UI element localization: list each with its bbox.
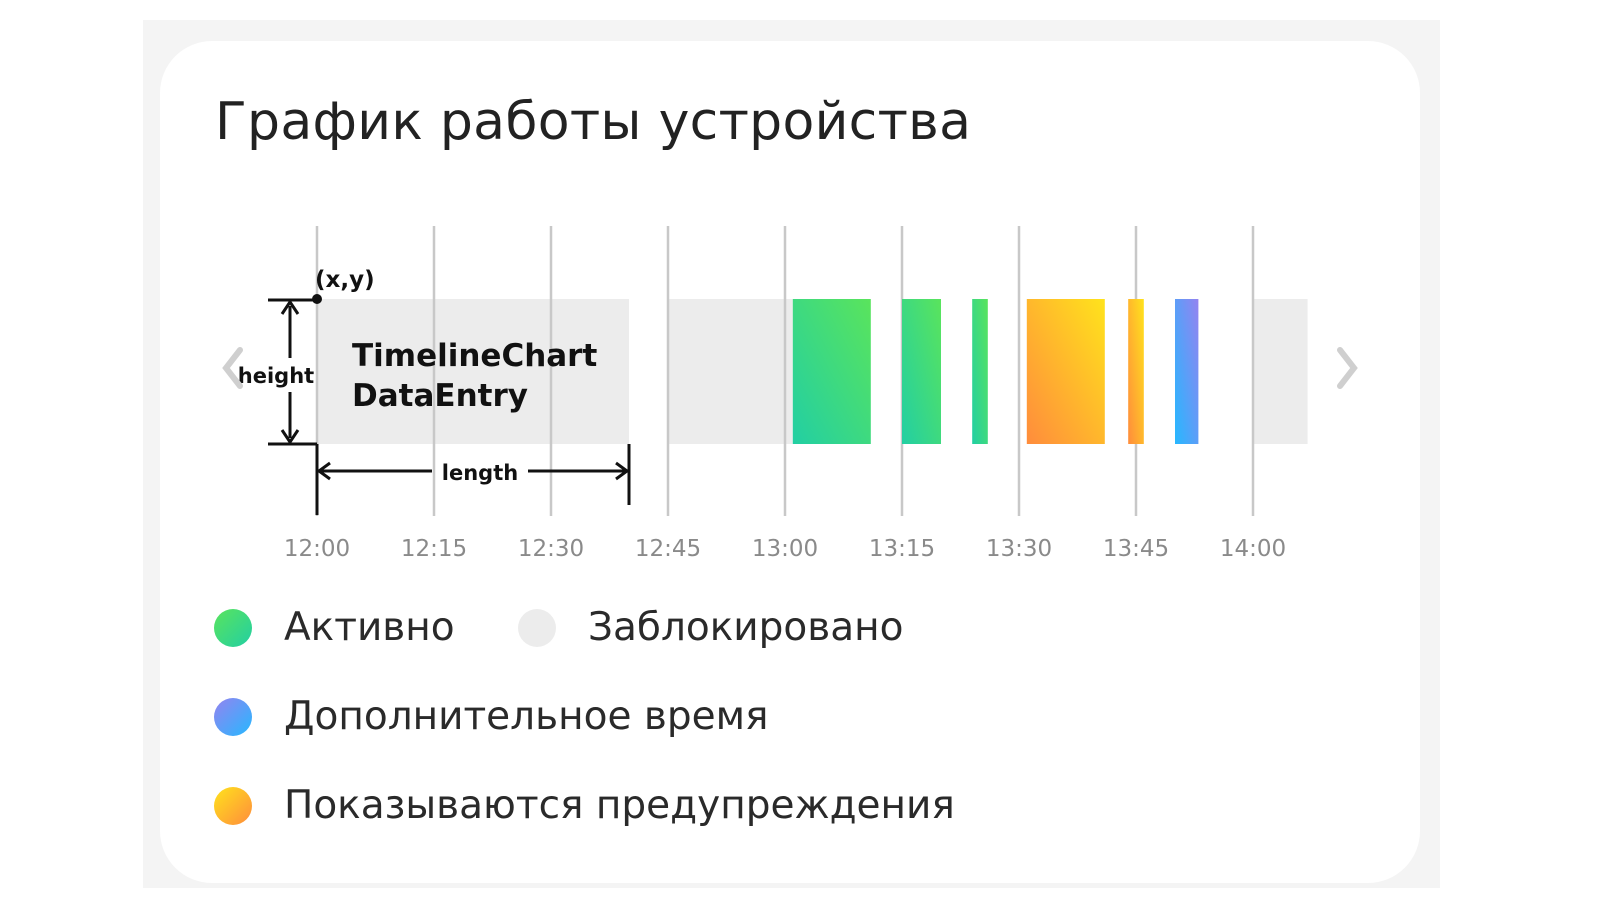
page-title: График работы устройства — [215, 92, 972, 152]
legend-item-active: Активно — [214, 605, 455, 650]
segment-warning — [1128, 299, 1144, 444]
segment-extra — [1175, 299, 1199, 444]
legend-dot-extra — [214, 697, 252, 736]
x-tick-label: 12:30 — [518, 536, 584, 562]
segment-warning — [1026, 299, 1105, 444]
point-label: (x,y) — [315, 267, 375, 293]
x-tick-label: 14:00 — [1220, 536, 1286, 562]
legend-item-blocked: Заблокировано — [518, 605, 904, 650]
entry-label-line1: TimelineChart — [352, 338, 597, 374]
x-tick-label: 12:45 — [635, 536, 701, 562]
segment-active — [792, 299, 871, 444]
segment-active — [972, 299, 988, 444]
chevron-left-icon[interactable] — [222, 347, 243, 389]
legend-dot-warning — [214, 786, 252, 825]
chevron-right-icon[interactable] — [1337, 347, 1358, 389]
height-label: height — [238, 364, 314, 388]
chart-card — [160, 41, 1420, 883]
entry-label-line2: DataEntry — [352, 378, 528, 414]
legend-dot-blocked — [518, 608, 556, 647]
legend-dot-active — [214, 608, 252, 647]
x-tick-label: 13:15 — [869, 536, 935, 562]
x-tick-label: 12:00 — [284, 536, 350, 562]
segment-blocked — [668, 299, 793, 444]
length-arrow — [316, 461, 630, 481]
segment-blocked — [317, 299, 629, 444]
length-label: length — [442, 461, 518, 485]
legend-label: Показываются предупреждения — [284, 783, 955, 828]
legend-label: Активно — [284, 605, 455, 650]
height-arrow — [280, 299, 300, 445]
x-tick-label: 13:45 — [1103, 536, 1169, 562]
segment-active — [902, 299, 941, 444]
legend-item-extra: Дополнительное время — [214, 694, 768, 739]
legend-item-warning: Показываются предупреждения — [214, 783, 955, 828]
legend-label: Дополнительное время — [284, 694, 769, 739]
legend-label: Заблокировано — [588, 605, 904, 650]
x-tick-label: 12:15 — [401, 536, 467, 562]
x-tick-label: 13:00 — [752, 536, 818, 562]
x-tick-label: 13:30 — [986, 536, 1052, 562]
segment-blocked — [1253, 299, 1308, 444]
